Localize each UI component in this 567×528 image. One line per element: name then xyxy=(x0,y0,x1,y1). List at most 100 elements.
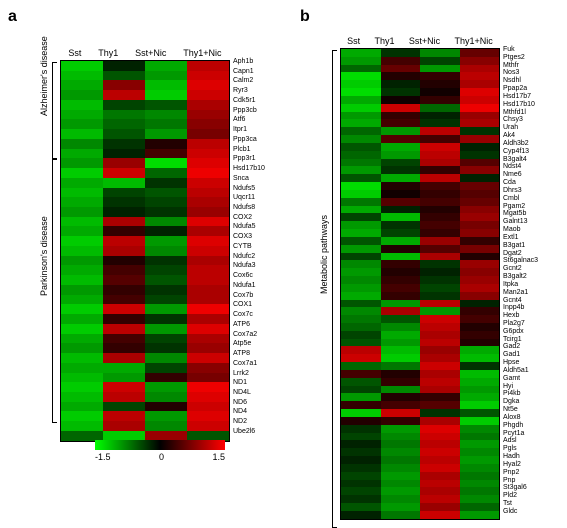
heatmap-cell xyxy=(187,275,229,285)
heatmap-cell xyxy=(381,182,421,190)
gene-label: Cmbl xyxy=(503,195,538,203)
heatmap-cell xyxy=(381,448,421,456)
heatmap-cell xyxy=(460,284,500,292)
gene-label: Ndst4 xyxy=(503,163,538,171)
heatmap-cell xyxy=(341,331,381,339)
gene-label: Ndufs5 xyxy=(233,185,265,195)
gene-label: Mgat5b xyxy=(503,210,538,218)
heatmap-cell xyxy=(145,197,187,207)
heatmap-cell xyxy=(460,268,500,276)
heatmap-cell xyxy=(420,480,460,488)
heatmap-cell xyxy=(341,104,381,112)
gene-label: Cox7c xyxy=(233,311,265,321)
heatmap-cell xyxy=(460,237,500,245)
heatmap-cell xyxy=(145,265,187,275)
heatmap-cell xyxy=(145,382,187,392)
heatmap-cell xyxy=(420,268,460,276)
heatmap-cell xyxy=(341,213,381,221)
heatmap-cell xyxy=(381,221,421,229)
heatmap-cell xyxy=(187,285,229,295)
heatmap-cell xyxy=(61,110,103,120)
heatmap-cell xyxy=(420,276,460,284)
heatmap-cell xyxy=(61,353,103,363)
heatmap-cell xyxy=(420,72,460,80)
heatmap-cell xyxy=(61,226,103,236)
heatmap-cell xyxy=(460,393,500,401)
heatmap-cell xyxy=(460,480,500,488)
heatmap-cell xyxy=(61,61,103,71)
heatmap-cell xyxy=(145,168,187,178)
heatmap-cell xyxy=(103,295,145,305)
heatmap-cell xyxy=(381,315,421,323)
heatmap-cell xyxy=(187,119,229,129)
heatmap-cell xyxy=(341,182,381,190)
heatmap-cell xyxy=(460,300,500,308)
heatmap-cell xyxy=(61,197,103,207)
gene-label: St3gal6 xyxy=(503,484,538,492)
heatmap-cell xyxy=(420,213,460,221)
heatmap-cell xyxy=(103,139,145,149)
heatmap-cell xyxy=(420,135,460,143)
heatmap-cell xyxy=(103,246,145,256)
heatmap-cell xyxy=(341,323,381,331)
heatmap-cell xyxy=(420,378,460,386)
heatmap-cell xyxy=(103,236,145,246)
heatmap-cell xyxy=(61,188,103,198)
gene-label: Alox8 xyxy=(503,414,538,422)
gene-label: Plcb1 xyxy=(233,146,265,156)
gene-label: CYTB xyxy=(233,243,265,253)
heatmap-cell xyxy=(341,112,381,120)
heatmap-cell xyxy=(187,217,229,227)
heatmap-cell xyxy=(420,112,460,120)
heatmap-cell xyxy=(420,300,460,308)
heatmap-cell xyxy=(145,71,187,81)
heatmap-cell xyxy=(460,96,500,104)
heatmap-cell xyxy=(187,178,229,188)
heatmap-cell xyxy=(341,480,381,488)
heatmap-cell xyxy=(420,456,460,464)
heatmap-cell xyxy=(420,198,460,206)
gene-label: Aph1b xyxy=(233,58,265,68)
heatmap-cell xyxy=(381,464,421,472)
heatmap-cell xyxy=(460,503,500,511)
gene-label: Cda xyxy=(503,179,538,187)
gene-label: Itpka xyxy=(503,281,538,289)
heatmap-cell xyxy=(341,80,381,88)
heatmap-cell xyxy=(381,213,421,221)
heatmap-cell xyxy=(61,139,103,149)
heatmap-cell xyxy=(460,88,500,96)
heatmap-cell xyxy=(420,331,460,339)
heatmap-cell xyxy=(420,440,460,448)
gene-label: Ndufa5 xyxy=(233,223,265,233)
heatmap-cell xyxy=(381,323,421,331)
heatmap-cell xyxy=(145,343,187,353)
heatmap-cell xyxy=(381,440,421,448)
heatmap-cell xyxy=(460,495,500,503)
heatmap-cell xyxy=(341,386,381,394)
heatmap-cell xyxy=(341,237,381,245)
heatmap-a: SstThy1Sst+NicThy1+NicAph1bCapn1Calm2Ryr… xyxy=(60,48,230,442)
gene-label: Calm2 xyxy=(233,77,265,87)
heatmap-cell xyxy=(420,362,460,370)
gene-label: Uqcr11 xyxy=(233,194,265,204)
heatmap-cell xyxy=(420,339,460,347)
heatmap-cell xyxy=(187,149,229,159)
heatmap-cell xyxy=(420,386,460,394)
heatmap-cell xyxy=(381,393,421,401)
heatmap-cell xyxy=(420,190,460,198)
heatmap-cell xyxy=(61,285,103,295)
heatmap-cell xyxy=(381,378,421,386)
heatmap-cell xyxy=(341,472,381,480)
heatmap-cell xyxy=(460,174,500,182)
heatmap-cell xyxy=(61,402,103,412)
heatmap-cell xyxy=(420,417,460,425)
heatmap-cell xyxy=(381,339,421,347)
col-header: Thy1 xyxy=(375,36,395,46)
panel-b-label: b xyxy=(300,8,310,26)
heatmap-cell xyxy=(145,119,187,129)
heatmap-cell xyxy=(381,354,421,362)
heatmap-cell xyxy=(381,127,421,135)
heatmap-cell xyxy=(103,158,145,168)
heatmap-cell xyxy=(460,354,500,362)
figure: { "panels": { "a": {"label":"a","x":8,"y… xyxy=(0,0,567,518)
